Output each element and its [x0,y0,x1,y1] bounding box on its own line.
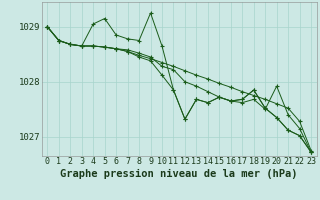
X-axis label: Graphe pression niveau de la mer (hPa): Graphe pression niveau de la mer (hPa) [60,169,298,179]
